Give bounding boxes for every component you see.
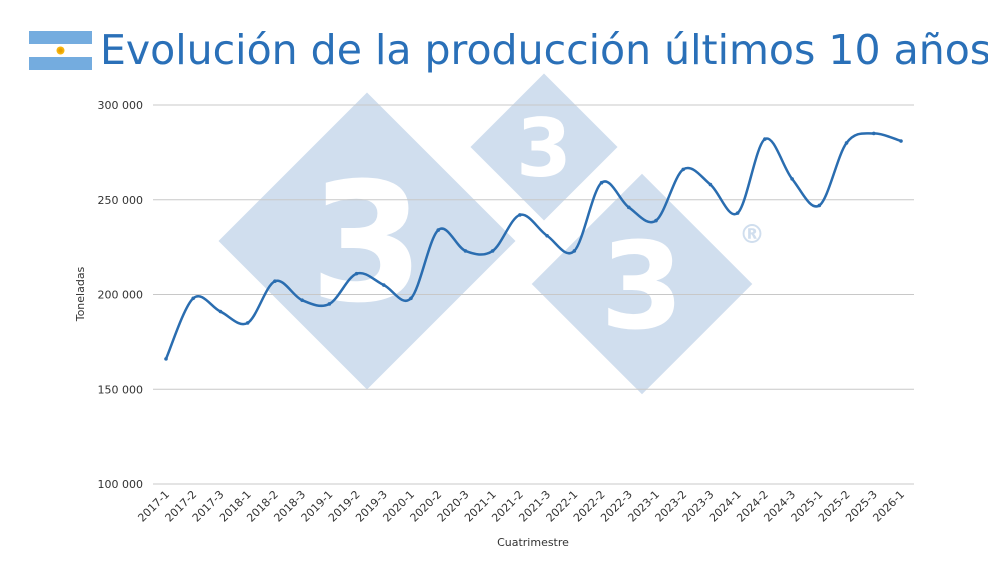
watermark-digit-large: 3	[310, 147, 425, 339]
data-point	[436, 228, 441, 232]
watermark-digit-medium: 3	[600, 218, 684, 357]
data-point	[599, 180, 604, 185]
y-tick-label: 300 000	[98, 99, 144, 112]
data-point	[763, 137, 767, 141]
data-point	[681, 167, 686, 172]
data-point	[490, 249, 495, 253]
data-point	[817, 203, 822, 208]
y-tick-label: 250 000	[98, 194, 144, 207]
data-point	[572, 249, 577, 253]
production-series-line	[164, 132, 903, 361]
y-axis-label: Toneladas	[74, 266, 87, 322]
data-point	[354, 271, 359, 276]
data-point	[191, 296, 196, 301]
data-point	[899, 139, 903, 143]
data-point	[409, 296, 413, 301]
data-point	[545, 233, 549, 238]
333-logo-watermark: 3 3 3 ®	[218, 73, 765, 395]
data-point	[218, 309, 223, 314]
y-tick-label: 100 000	[98, 478, 144, 491]
x-axis-label: Cuatrimestre	[497, 536, 569, 549]
data-point	[327, 302, 332, 306]
data-point	[381, 283, 386, 287]
argentina-flag-icon	[29, 31, 92, 70]
data-point	[654, 218, 658, 223]
data-point	[871, 131, 876, 136]
data-point	[164, 357, 168, 361]
y-tick-label: 150 000	[98, 383, 144, 396]
page-title: Evolución de la producción últimos 10 añ…	[100, 26, 988, 74]
data-point	[626, 205, 631, 210]
data-point	[273, 279, 277, 284]
watermark-registered-mark: ®	[739, 220, 765, 250]
data-point	[245, 321, 250, 325]
y-tick-label: 200 000	[98, 289, 144, 302]
data-point	[844, 141, 849, 145]
data-point	[518, 213, 522, 217]
data-point	[735, 211, 740, 215]
data-point	[463, 249, 468, 253]
data-point	[790, 177, 794, 181]
data-point	[300, 298, 304, 302]
watermark-digit-small: 3	[516, 102, 572, 195]
data-point	[708, 182, 713, 187]
